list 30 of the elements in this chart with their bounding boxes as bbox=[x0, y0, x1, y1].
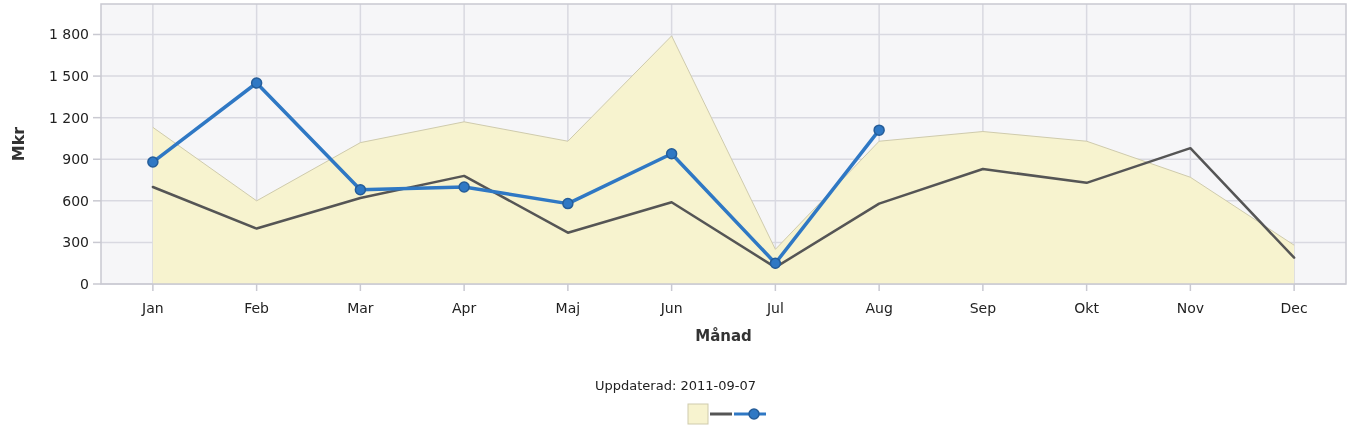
point bbox=[250, 77, 263, 89]
point bbox=[562, 197, 574, 210]
y-tick-label: 0 bbox=[80, 275, 89, 292]
point bbox=[873, 124, 885, 136]
x-tick-label: Feb bbox=[244, 300, 270, 316]
x-tick-label: Jun bbox=[659, 300, 683, 316]
y-tick-label: 1 500 bbox=[48, 67, 89, 84]
y-tick-label: 900 bbox=[62, 151, 89, 168]
x-tick-label: Nov bbox=[1176, 300, 1205, 316]
x-tick-label: Maj bbox=[555, 300, 581, 316]
x-tick-label: Mar bbox=[347, 300, 374, 316]
x-tick-label: Apr bbox=[452, 300, 477, 316]
x-tick-label: Okt bbox=[1074, 300, 1100, 316]
y-tick-label: 1 800 bbox=[48, 26, 89, 43]
text: Uppdaterad: 2011-09-07 bbox=[595, 378, 756, 393]
x-tick-label: Jan bbox=[141, 300, 164, 316]
y-tick-label: 600 bbox=[62, 192, 89, 209]
x-tick-label: Dec bbox=[1280, 300, 1308, 316]
x-tick-label: Aug bbox=[865, 300, 893, 316]
point bbox=[147, 156, 159, 168]
y-tick-label: 300 bbox=[62, 234, 89, 251]
y-tick-label: 1 200 bbox=[48, 109, 89, 126]
point bbox=[665, 147, 678, 160]
point bbox=[354, 183, 367, 196]
x-axis-title: Månad bbox=[695, 327, 752, 345]
x-tick-label: Sep bbox=[969, 300, 997, 316]
y-axis-title: Mkr bbox=[9, 126, 28, 162]
point bbox=[458, 181, 470, 193]
x-tick-label: Jul bbox=[765, 300, 784, 316]
point bbox=[769, 257, 782, 269]
